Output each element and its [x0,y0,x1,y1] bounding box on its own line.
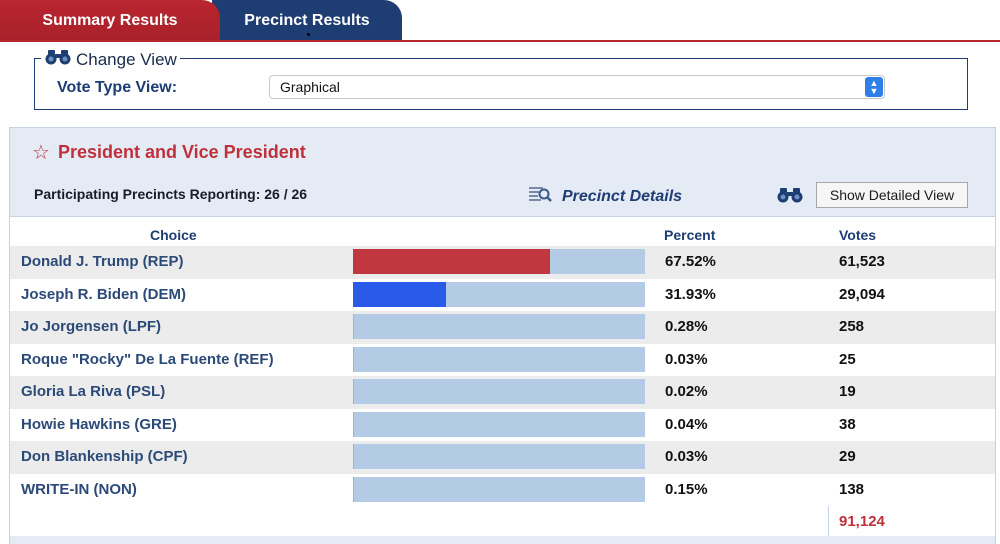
vote-share-fill [353,379,354,404]
candidate-row: Joseph R. Biden (DEM) 31.93% 29,094 [10,279,995,312]
tab-indicator-dot [497,33,500,36]
candidate-percent: 0.03% [665,448,708,465]
precinct-details-label: Precinct Details [562,187,683,205]
change-view-fieldset: Change View Vote Type View: Graphical ▲ ▼ [34,49,968,110]
tab-favorite-races[interactable]: Favorite Races [382,0,612,42]
vote-share-bar [353,411,645,437]
tab-label: Precinct Results [244,12,370,29]
results-tabs: Favorite Races Precinct Results Summary … [0,0,1000,42]
candidate-name: Joseph R. Biden (DEM) [21,285,187,303]
candidate-votes: 29,094 [839,285,885,303]
vote-share-bar [353,281,645,307]
candidate-name: WRITE-IN (NON) [21,480,137,498]
candidate-name: Howie Hawkins (GRE) [21,415,177,433]
precinct-details-link[interactable]: Precinct Details [528,185,682,208]
table-search-icon [528,185,552,208]
binoculars-icon [44,49,72,70]
candidate-row: Roque "Rocky" De La Fuente (REF) 0.03% 25 [10,344,995,377]
candidate-row: Don Blankenship (CPF) 0.03% 29 [10,441,995,474]
change-view-legend: Change View [41,49,180,70]
candidate-rows: Donald J. Trump (REP) 67.52% 61,523 Joseph … [10,246,995,506]
precincts-reporting: Participating Precincts Reporting: 26 / … [34,186,308,202]
candidate-name: Roque "Rocky" De La Fuente (REF) [21,350,274,368]
results-table: Choice Percent Votes Donald J. Trump (RE… [10,216,995,536]
header-choice: Choice [150,227,197,243]
total-divider [828,506,829,536]
show-detailed-view-button[interactable]: Show Detailed View [816,182,968,208]
binoculars-icon [776,187,804,208]
vote-share-bar [353,444,645,469]
results-header: Choice Percent Votes [10,216,995,246]
select-arrows-icon[interactable]: ▲ ▼ [865,77,883,97]
candidate-percent: 0.03% [665,350,708,368]
total-votes: 91,124 [839,513,885,530]
candidate-votes: 29 [839,448,856,465]
candidate-percent: 0.15% [665,480,708,498]
candidate-name: Don Blankenship (CPF) [21,448,188,465]
candidate-percent: 67.52% [665,253,716,270]
candidate-row: Donald J. Trump (REP) 67.52% 61,523 [10,246,995,279]
vote-share-bar [353,314,645,339]
race-panel: ☆ President and Vice President Participa… [9,127,996,544]
tab-label: Summary Results [42,12,178,29]
candidate-percent: 0.02% [665,383,708,400]
vote-type-selected: Graphical [280,79,340,95]
total-row: 91,124 [10,506,995,536]
candidate-name: Jo Jorgensen (LPF) [21,318,162,335]
race-title-text: President and Vice President [57,142,306,162]
vote-type-view-label: Vote Type View: [57,79,178,96]
header-votes: Votes [839,227,877,243]
tab-summary-results[interactable]: Summary Results [0,0,220,42]
candidate-votes: 258 [839,318,865,335]
vote-share-fill [353,314,354,339]
tab-precinct-results[interactable]: Precinct Results [212,0,402,42]
vote-share-bar [353,476,645,502]
vote-share-fill [353,346,354,372]
race-title: ☆ President and Vice President [32,140,306,165]
vote-share-fill [353,281,447,307]
tab-indicator-dot [307,33,310,36]
candidate-name: Gloria La Riva (PSL) [21,383,166,400]
header-percent: Percent [664,227,716,243]
candidate-votes: 38 [839,415,856,433]
candidate-row: Gloria La Riva (PSL) 0.02% 19 [10,376,995,409]
tabs-underline [0,40,1000,42]
vote-share-fill [353,411,354,437]
candidate-percent: 0.04% [665,415,708,433]
vote-type-select[interactable]: Graphical ▲ ▼ [269,75,885,99]
candidate-percent: 0.28% [665,318,708,335]
candidate-row: Jo Jorgensen (LPF) 0.28% 258 [10,311,995,344]
vote-share-fill [353,476,354,502]
vote-share-bar [353,249,645,274]
candidate-percent: 31.93% [665,285,716,303]
candidate-name: Donald J. Trump (REP) [21,253,184,270]
vote-share-bar [353,346,645,372]
candidate-votes: 25 [839,350,856,368]
vote-share-fill [353,249,551,274]
vote-share-bar [353,379,645,404]
candidate-row: WRITE-IN (NON) 0.15% 138 [10,474,995,507]
change-view-title: Change View [76,49,177,69]
candidate-votes: 138 [839,480,865,498]
candidate-row: Howie Hawkins (GRE) 0.04% 38 [10,409,995,442]
tab-label: Favorite Races [440,12,554,29]
vote-share-fill [353,444,354,469]
star-favorite-icon[interactable]: ☆ [32,142,50,164]
candidate-votes: 19 [839,383,856,400]
candidate-votes: 61,523 [839,253,885,270]
